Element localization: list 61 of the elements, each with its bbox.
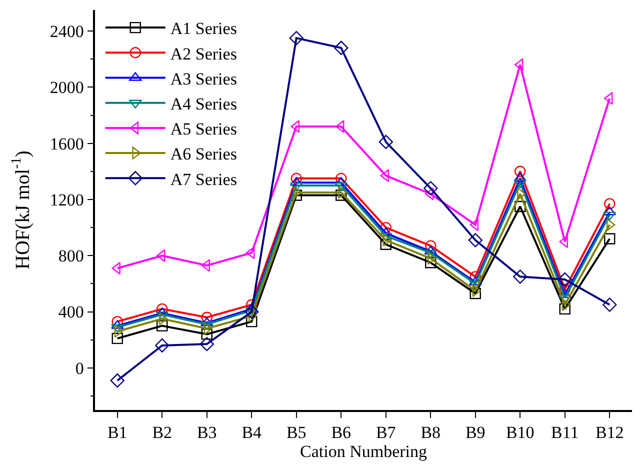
x-tick-label: B5 <box>286 423 306 442</box>
point <box>558 289 572 298</box>
point <box>200 336 214 352</box>
x-tick-label: B2 <box>152 423 172 442</box>
point <box>334 40 348 55</box>
point <box>156 311 168 320</box>
y-tick-label: 400 <box>58 302 84 322</box>
y-tick-label: 800 <box>58 246 84 266</box>
x-tick-label: B1 <box>107 423 128 442</box>
point <box>425 240 436 252</box>
x-tick-label: B12 <box>595 423 624 442</box>
x-tick-label: B10 <box>506 423 534 442</box>
point <box>514 166 526 177</box>
point <box>336 190 347 201</box>
point <box>290 182 303 192</box>
point <box>425 257 436 268</box>
y-tick-label: 1200 <box>50 190 84 210</box>
point <box>112 332 123 344</box>
point <box>514 172 526 182</box>
point <box>380 238 392 250</box>
y-tick-label: 2400 <box>50 22 84 41</box>
x-tick-label: B8 <box>420 423 441 442</box>
point <box>155 338 170 353</box>
point <box>378 134 393 150</box>
point <box>513 270 528 284</box>
point <box>289 30 304 46</box>
legend-label: A2 Series <box>170 44 237 64</box>
point <box>514 200 526 212</box>
point <box>604 233 616 244</box>
legend-label: A5 Series <box>170 120 237 139</box>
point <box>424 181 438 196</box>
x-tick-label: B6 <box>331 423 352 442</box>
point <box>559 303 570 315</box>
point <box>558 272 572 287</box>
legend-label: A7 Series <box>170 170 237 189</box>
point <box>156 320 168 332</box>
point <box>336 172 347 184</box>
point <box>602 298 617 312</box>
legend-label: A4 Series <box>170 94 237 114</box>
point <box>110 373 124 388</box>
legend-label: A3 Series <box>170 69 237 88</box>
point <box>334 182 348 192</box>
x-tick-label: B7 <box>376 423 396 442</box>
y-tick-label: 0 <box>75 358 84 378</box>
point <box>201 328 212 340</box>
point <box>200 317 214 326</box>
x-tick-label: B9 <box>465 423 486 442</box>
y-tick-label: 1600 <box>50 134 84 154</box>
x-axis-title: Cation Numbering <box>300 442 428 462</box>
point <box>470 288 481 300</box>
point <box>244 304 259 319</box>
x-tick-label: B11 <box>551 423 579 442</box>
legend-label: A1 Series <box>170 19 237 38</box>
point <box>468 233 482 248</box>
point <box>603 212 616 221</box>
y-tick-label: 2000 <box>50 78 84 98</box>
point <box>604 198 616 210</box>
legend-label: A6 Series <box>170 144 237 164</box>
x-tick-label: B4 <box>242 423 262 442</box>
point <box>290 172 302 184</box>
x-tick-label: B3 <box>196 423 217 442</box>
